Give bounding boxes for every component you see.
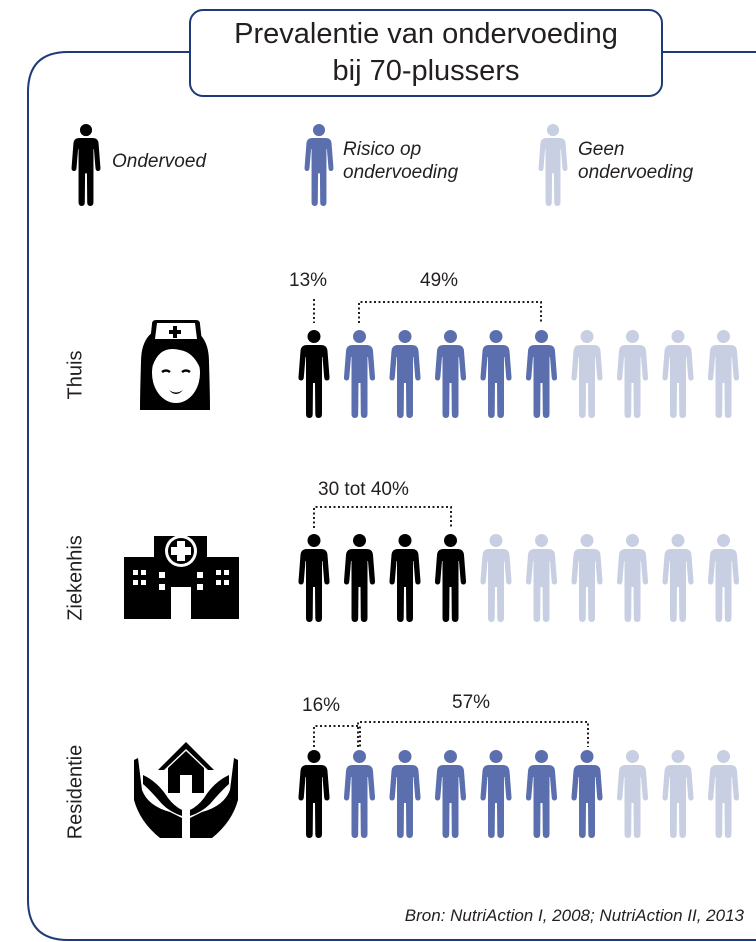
person-risico — [434, 330, 467, 418]
label-thuis-ondervoed: 13% — [289, 270, 328, 291]
person-ondervoed — [434, 534, 467, 622]
bracket-residentie-risico — [357, 721, 589, 747]
person-risico — [389, 330, 421, 418]
legend-label-ondervoed: Ondervoed — [112, 151, 207, 172]
person-split-back — [343, 750, 376, 838]
person-ondervoed — [298, 750, 330, 838]
person-geen — [616, 330, 649, 418]
pictogram-row-residentie — [298, 750, 740, 838]
person-geen — [662, 330, 694, 418]
person-geen — [707, 330, 740, 418]
source-note: Bron: NutriAction I, 2008; NutriAction I… — [404, 906, 744, 925]
chart-title: Prevalentie van ondervoeding bij 70-plus… — [189, 9, 663, 97]
person-geen — [571, 534, 603, 622]
person-risico — [525, 330, 558, 418]
bracket-residentie-ondervoed — [313, 725, 361, 747]
house-hands-icon — [134, 742, 238, 838]
person-split-back — [343, 330, 376, 418]
person-risico — [434, 750, 467, 838]
legend-icon-ondervoed — [71, 124, 101, 206]
legend-icon-geen — [538, 124, 568, 206]
label-thuis-risico: 49% — [420, 270, 459, 291]
person-ondervoed — [343, 534, 376, 622]
person-risico — [525, 750, 558, 838]
legend-label-geen: Geen ondervoeding — [578, 139, 694, 183]
pictogram-row-ziekenhis — [298, 534, 740, 622]
person-risico — [571, 750, 603, 838]
title-line-1: Prevalentie van ondervoeding — [234, 18, 618, 50]
person-geen — [707, 534, 740, 622]
hospital-icon — [124, 535, 239, 619]
person-geen — [480, 534, 512, 622]
bracket-thuis-risico — [358, 301, 542, 323]
person-geen — [662, 534, 694, 622]
person-risico — [480, 750, 512, 838]
person-ondervoed — [389, 534, 421, 622]
person-ondervoed — [298, 534, 330, 622]
person-geen — [571, 330, 603, 418]
pictogram-row-thuis — [298, 330, 740, 418]
person-risico — [389, 750, 421, 838]
label-residentie-ondervoed: 16% — [302, 695, 341, 716]
legend-label-risico: Risico op ondervoeding — [343, 139, 459, 183]
person-geen — [616, 750, 649, 838]
bracket-group — [313, 299, 589, 747]
bracket-ziekenhis-ondervoed — [313, 506, 452, 528]
pictogram-rows — [298, 330, 740, 838]
title-line-2: bij 70-plussers — [332, 55, 520, 87]
person-geen — [707, 750, 740, 838]
person-geen — [662, 750, 694, 838]
person-ondervoed — [298, 330, 330, 418]
nurse-icon — [140, 320, 210, 410]
person-geen — [525, 534, 558, 622]
legend-icon-risico — [304, 124, 334, 206]
person-risico — [480, 330, 512, 418]
label-residentie-risico: 57% — [452, 692, 491, 713]
person-geen — [616, 534, 649, 622]
label-ziekenhis-ondervoed: 30 tot 40% — [318, 479, 409, 500]
